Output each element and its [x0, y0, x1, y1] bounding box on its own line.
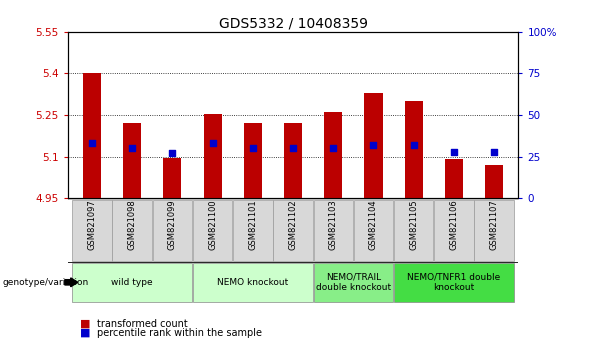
FancyBboxPatch shape	[112, 200, 152, 261]
Text: wild type: wild type	[111, 278, 153, 287]
Point	[409, 142, 418, 148]
Text: NEMO/TNFR1 double
knockout: NEMO/TNFR1 double knockout	[408, 273, 501, 292]
Text: percentile rank within the sample: percentile rank within the sample	[97, 328, 262, 338]
Text: GSM821101: GSM821101	[249, 200, 257, 250]
Text: GSM821102: GSM821102	[289, 200, 297, 250]
FancyBboxPatch shape	[394, 200, 434, 261]
FancyBboxPatch shape	[193, 200, 232, 261]
Title: GDS5332 / 10408359: GDS5332 / 10408359	[219, 17, 368, 31]
Bar	[324, 112, 342, 198]
Bar	[204, 114, 221, 198]
Text: GSM821105: GSM821105	[409, 200, 418, 250]
Text: GSM821099: GSM821099	[168, 200, 177, 250]
Text: GSM821100: GSM821100	[208, 200, 217, 250]
Bar	[163, 158, 181, 198]
FancyBboxPatch shape	[153, 200, 192, 261]
FancyBboxPatch shape	[193, 263, 313, 302]
Point	[248, 145, 257, 151]
FancyBboxPatch shape	[313, 263, 393, 302]
Point	[449, 149, 459, 154]
FancyBboxPatch shape	[394, 263, 514, 302]
Bar	[244, 124, 262, 198]
Point	[489, 149, 499, 154]
Text: GSM821098: GSM821098	[128, 200, 137, 250]
FancyBboxPatch shape	[354, 200, 393, 261]
FancyBboxPatch shape	[475, 200, 514, 261]
Point	[329, 145, 338, 151]
Text: GSM821097: GSM821097	[87, 200, 97, 250]
Bar	[284, 124, 302, 198]
FancyBboxPatch shape	[273, 200, 313, 261]
Bar	[83, 73, 101, 198]
FancyBboxPatch shape	[233, 200, 273, 261]
Text: transformed count: transformed count	[97, 319, 188, 329]
Text: ■: ■	[80, 319, 90, 329]
FancyBboxPatch shape	[72, 200, 111, 261]
Text: ■: ■	[80, 328, 90, 338]
Point	[127, 145, 137, 151]
FancyBboxPatch shape	[313, 200, 353, 261]
Bar	[123, 124, 141, 198]
Bar	[365, 93, 382, 198]
Text: GSM821104: GSM821104	[369, 200, 378, 250]
Bar	[485, 165, 503, 198]
FancyBboxPatch shape	[72, 263, 192, 302]
Text: GSM821106: GSM821106	[449, 200, 458, 250]
Text: NEMO knockout: NEMO knockout	[217, 278, 289, 287]
FancyBboxPatch shape	[434, 200, 474, 261]
Bar	[405, 101, 423, 198]
Text: NEMO/TRAIL
double knockout: NEMO/TRAIL double knockout	[316, 273, 391, 292]
Text: GSM821107: GSM821107	[489, 200, 499, 250]
Point	[168, 150, 177, 156]
Point	[87, 141, 97, 146]
Text: genotype/variation: genotype/variation	[3, 278, 89, 287]
Point	[369, 142, 378, 148]
Bar	[445, 159, 463, 198]
Text: GSM821103: GSM821103	[329, 200, 337, 250]
Point	[289, 145, 298, 151]
Point	[208, 141, 217, 146]
